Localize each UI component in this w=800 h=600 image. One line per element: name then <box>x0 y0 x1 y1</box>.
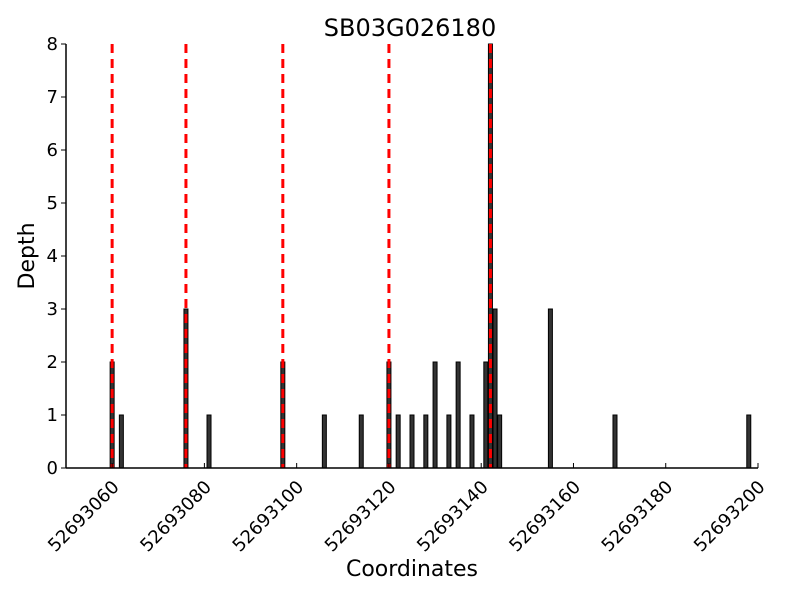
depth-bar <box>612 414 618 469</box>
y-tick-label: 5 <box>47 193 58 214</box>
depth-bar <box>469 414 475 469</box>
x-tick-label: 52693140 <box>413 477 493 557</box>
markers-layer <box>110 44 492 468</box>
chart-title: SB03G026180 <box>324 14 496 42</box>
depth-bar <box>118 414 124 469</box>
y-tick-label: 2 <box>47 352 58 373</box>
depth-bar <box>497 414 503 469</box>
x-tick-label: 52693180 <box>598 477 678 557</box>
bars-layer <box>109 43 752 469</box>
depth-bar <box>446 414 452 469</box>
depth-bar <box>423 414 429 469</box>
depth-bar <box>492 308 498 469</box>
y-tick-label: 4 <box>47 246 58 267</box>
depth-bar <box>206 414 212 469</box>
x-tick-label: 52693060 <box>44 477 124 557</box>
depth-bar <box>395 414 401 469</box>
y-tick-label: 8 <box>47 34 58 55</box>
depth-bar <box>746 414 752 469</box>
x-tick-label: 52693160 <box>505 477 585 557</box>
depth-bar <box>409 414 415 469</box>
depth-bar <box>358 414 364 469</box>
y-tick-label: 0 <box>47 458 58 479</box>
depth-bar <box>455 361 461 469</box>
x-tick-label: 52693200 <box>690 477 770 557</box>
depth-bar <box>483 361 489 469</box>
depth-bar <box>547 308 553 469</box>
axes-layer: 0 1 2 3 4 5 6 7 8 52693060 52693080 52693100 5269312… <box>44 34 770 556</box>
x-tick-label: 52693120 <box>321 477 401 557</box>
depth-bar <box>321 414 327 469</box>
y-tick-label: 3 <box>47 299 58 320</box>
depth-bar <box>432 361 438 469</box>
y-axis-label: Depth <box>15 222 40 289</box>
x-axis-label: Coordinates <box>346 557 478 582</box>
y-tick-label: 6 <box>47 140 58 161</box>
y-tick-label: 7 <box>47 87 58 108</box>
x-tick-label: 52693080 <box>136 477 216 557</box>
y-tick-label: 1 <box>47 405 58 426</box>
x-tick-label: 52693100 <box>229 477 309 557</box>
